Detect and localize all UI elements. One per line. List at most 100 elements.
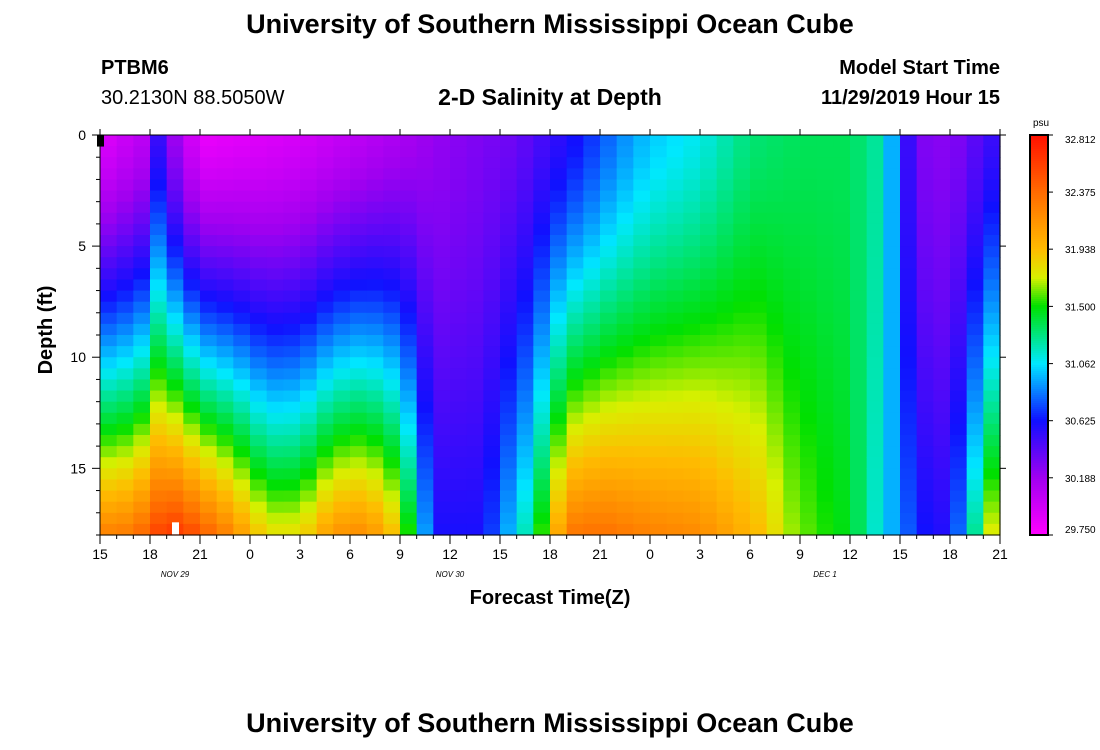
heatmap-cell [300,490,318,503]
heatmap-cell [383,357,401,369]
heatmap-cell [950,212,968,225]
heatmap-cell [683,212,701,225]
heatmap-cell [283,201,301,214]
colorbar-swatch [1030,499,1048,502]
heatmap-cell [716,423,734,436]
heatmap-cell [266,501,284,514]
heatmap-cell [700,490,718,503]
heatmap-cell [516,212,534,225]
heatmap-cell [516,257,534,269]
heatmap-cell [600,290,618,303]
heatmap-cell [916,312,934,325]
heatmap-cell [716,490,734,503]
heatmap-cell [250,457,268,469]
y-axis-title: Depth (ft) [35,286,57,375]
heatmap-cell [916,368,934,381]
heatmap-cell [200,368,218,381]
colorbar-swatch [1030,451,1048,454]
colorbar-swatch [1030,477,1048,480]
heatmap-cell [166,235,184,247]
x-tick-label: 9 [796,546,804,562]
heatmap-cell [800,479,818,492]
heatmap-cell [483,468,501,481]
heatmap-cell [666,246,684,258]
heatmap-cell [250,235,268,247]
heatmap-cell [733,435,751,447]
heatmap-cell [350,357,368,369]
heatmap-cell [766,323,784,336]
heatmap-cell [516,335,534,347]
heatmap-cell [233,501,251,514]
page-title-bottom: University of Southern Mississippi Ocean… [246,708,854,738]
heatmap-cell [266,301,284,314]
heatmap-cell [533,190,551,203]
heatmap-cell [233,357,251,369]
heatmap-cell [866,246,884,258]
heatmap-cell [950,523,968,536]
heatmap-cell [500,190,518,203]
heatmap-cell [766,235,784,247]
heatmap-cell [266,335,284,347]
heatmap-cell [400,257,418,269]
colorbar-swatch [1030,371,1048,374]
heatmap-cell [950,335,968,347]
colorbar-swatch [1030,181,1048,184]
colorbar-swatch [1030,199,1048,202]
heatmap-cell [866,446,884,458]
colorbar-swatch [1030,531,1048,534]
heatmap-cell [183,390,201,403]
heatmap-cell [583,212,601,225]
colorbar-swatch [1030,303,1048,306]
colorbar-swatch [1030,169,1048,172]
colorbar-swatch [1030,205,1048,208]
heatmap-cell [433,190,451,203]
heatmap-cell [866,301,884,314]
heatmap-cell [216,268,234,281]
heatmap-cell [700,290,718,303]
heatmap-cell [866,146,884,158]
x-tick-label: 21 [992,546,1008,562]
heatmap-cell [566,412,584,425]
heatmap-cell [433,157,451,169]
heatmap-cell [183,157,201,169]
colorbar-swatch [1030,195,1048,198]
heatmap-cell [416,401,434,414]
heatmap-cell [950,190,968,203]
heatmap-cell [616,212,634,225]
heatmap-cell [300,168,318,181]
heatmap-cell [216,190,234,203]
heatmap-cell [916,168,934,181]
heatmap-cell [683,412,701,425]
heatmap-cell [700,201,718,214]
heatmap-cell [450,179,468,192]
heatmap-cell [833,190,851,203]
heatmap-cell [350,190,368,203]
heatmap-cell [950,312,968,325]
heatmap-cell [166,346,184,358]
heatmap-cell [216,290,234,303]
x-tick-label: 6 [746,546,754,562]
heatmap-cell [916,301,934,314]
heatmap-cell [833,146,851,158]
heatmap-cell [333,346,351,358]
heatmap-cell [583,168,601,181]
heatmap-cell [683,435,701,447]
heatmap-cell [700,523,718,536]
heatmap-cell [133,190,151,203]
colorbar-swatch [1030,207,1048,210]
heatmap-cell [900,323,918,336]
x-axis-title: Forecast Time(Z) [470,587,631,609]
heatmap-cell [100,179,118,192]
heatmap-cell [266,201,284,214]
heatmap-cell [150,290,168,303]
heatmap-cell [616,490,634,503]
heatmap-cell [933,135,951,147]
heatmap-cell [283,212,301,225]
heatmap-cell [933,446,951,458]
heatmap-cell [916,490,934,503]
heatmap-cell [266,468,284,481]
colorbar-swatch [1030,215,1048,218]
heatmap-cell [550,435,568,447]
heatmap-cell [250,168,268,181]
heatmap-cell [400,168,418,181]
